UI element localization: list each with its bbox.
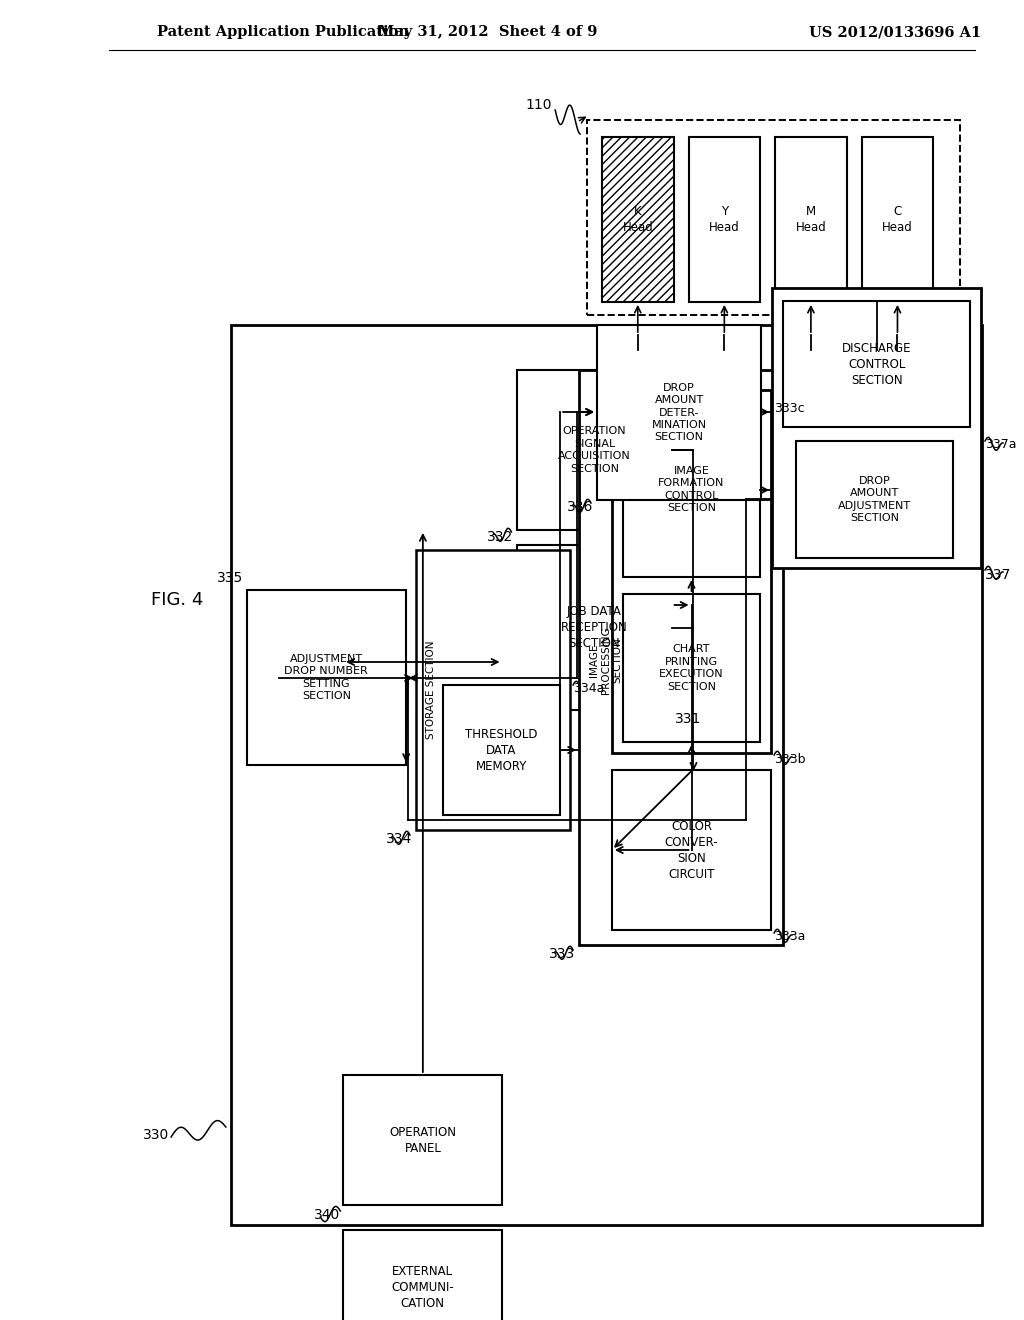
Bar (688, 137, 760, 302)
Bar (597, 325, 761, 500)
Text: 340: 340 (314, 1208, 340, 1222)
Bar (517, 370, 672, 531)
Text: C
Head: C Head (882, 205, 912, 234)
Text: Y
Head: Y Head (709, 205, 739, 234)
Bar (612, 770, 771, 931)
Bar (230, 325, 982, 1225)
Text: 110: 110 (525, 98, 552, 112)
Text: M
Head: M Head (796, 205, 826, 234)
Text: 332: 332 (487, 531, 513, 544)
Text: OPERATION
SIGNAL
ACQUISITION
SECTION: OPERATION SIGNAL ACQUISITION SECTION (558, 426, 631, 474)
Text: 333c: 333c (774, 403, 805, 414)
Text: DROP
AMOUNT
ADJUSTMENT
SECTION: DROP AMOUNT ADJUSTMENT SECTION (838, 477, 911, 523)
Text: OPERATION
PANEL: OPERATION PANEL (389, 1126, 457, 1155)
Text: 337a: 337a (985, 438, 1017, 451)
Bar (343, 1230, 503, 1320)
Text: ADJUSTMENT
DROP NUMBER
SETTING
SECTION: ADJUSTMENT DROP NUMBER SETTING SECTION (285, 653, 369, 701)
Bar (587, 120, 961, 315)
Bar (861, 137, 933, 302)
Bar (602, 137, 674, 302)
Text: THRESHOLD
DATA
MEMORY: THRESHOLD DATA MEMORY (465, 727, 538, 772)
Text: 333a: 333a (774, 931, 806, 942)
Text: 331: 331 (675, 711, 701, 726)
Text: EXTERNAL
COMMUNI-
CATION: EXTERNAL COMMUNI- CATION (391, 1265, 455, 1309)
Text: FIG. 4: FIG. 4 (152, 591, 204, 609)
Text: DISCHARGE
CONTROL
SECTION: DISCHARGE CONTROL SECTION (842, 342, 911, 387)
Bar (247, 590, 406, 766)
Bar (775, 137, 847, 302)
Text: STORAGE SECTION: STORAGE SECTION (426, 640, 436, 739)
Bar (442, 685, 560, 814)
Bar (623, 594, 760, 742)
Text: 333: 333 (549, 946, 575, 961)
Text: IMAGE
FORMATION
CONTROL
SECTION: IMAGE FORMATION CONTROL SECTION (658, 466, 725, 513)
Bar (580, 370, 783, 945)
Text: 334: 334 (386, 832, 412, 846)
Text: 330: 330 (143, 1129, 169, 1142)
Text: 334a: 334a (573, 682, 604, 696)
Text: May 31, 2012  Sheet 4 of 9: May 31, 2012 Sheet 4 of 9 (378, 25, 597, 40)
Text: K
Head: K Head (623, 205, 653, 234)
Text: 335: 335 (216, 572, 243, 585)
Bar (602, 137, 674, 302)
Bar (416, 550, 570, 830)
Bar (343, 1074, 503, 1205)
Text: 336: 336 (566, 500, 593, 513)
Bar (783, 301, 970, 426)
Bar (612, 389, 771, 752)
Bar (623, 403, 760, 577)
Text: Patent Application Publication: Patent Application Publication (158, 25, 410, 40)
Text: DROP
AMOUNT
DETER-
MINATION
SECTION: DROP AMOUNT DETER- MINATION SECTION (651, 383, 707, 442)
Text: CHART
PRINTING
EXECUTION
SECTION: CHART PRINTING EXECUTION SECTION (659, 644, 724, 692)
Text: 337: 337 (985, 568, 1012, 582)
Text: IMAGE
PROCESSING
SECTION: IMAGE PROCESSING SECTION (589, 626, 623, 694)
Bar (796, 441, 953, 558)
Text: 333b: 333b (774, 752, 806, 766)
Text: US 2012/0133696 A1: US 2012/0133696 A1 (809, 25, 982, 40)
Text: JOB DATA
RECEPTION
SECTION: JOB DATA RECEPTION SECTION (561, 605, 628, 649)
Bar (517, 545, 672, 710)
Text: COLOR
CONVER-
SION
CIRCUIT: COLOR CONVER- SION CIRCUIT (665, 820, 718, 880)
Bar (772, 288, 981, 568)
